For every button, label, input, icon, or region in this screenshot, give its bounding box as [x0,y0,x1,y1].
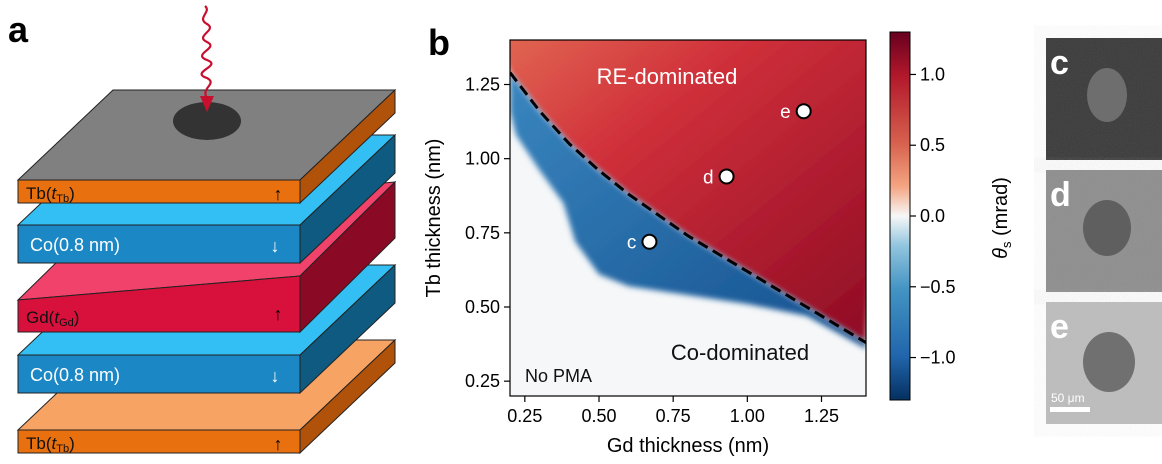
panel-c-letter: c [1050,44,1069,82]
panel-e-image: e 50 μm [1046,302,1162,424]
panel-a-letter: a [8,9,29,50]
layer-tb-top [16,88,397,205]
x-tick-label: 1.25 [804,406,839,426]
laser-pulse-icon [200,5,214,112]
sample-point-label: e [780,102,791,123]
colorbar-tick-label: −0.5 [920,277,956,297]
colorbar-tick-label: 0.5 [920,135,945,155]
panel-b-letter: b [428,22,450,63]
panel-a-layer-stack: a [8,5,397,455]
y-tick-label: 0.50 [465,297,500,317]
arrow-down-icon: ↓ [271,366,280,386]
sample-point-label: d [703,167,714,188]
panel-e-letter: e [1050,308,1069,346]
layer-label-co-upper: Co(0.8 nm) [30,235,120,255]
region-label-co: Co-dominated [671,340,809,365]
colorbar: 1.0 0.5 0.0 −0.5 −1.0 θs (mrad) [889,31,1014,401]
sample-point-e [795,103,812,120]
heatmap-area [510,40,866,396]
region-label-re: RE-dominated [597,64,738,89]
scale-bar-label: 50 μm [1051,391,1085,405]
x-tick-label: 0.50 [581,406,616,426]
arrow-up-icon: ↑ [274,184,283,204]
layer-label-gd: Gd(tGd) [26,308,79,329]
x-axis-label: Gd thickness (nm) [607,435,769,457]
x-axis-ticks: 0.25 0.50 0.75 1.00 1.25 [507,396,839,426]
panel-c-image: c [1046,38,1162,160]
domain-spot [1083,332,1135,392]
y-tick-label: 1.00 [465,149,500,169]
sample-point-label: c [627,233,637,254]
y-tick-label: 1.25 [465,75,500,95]
colorbar-label: θs (mrad) [990,177,1014,259]
co-dominated-region [510,72,866,349]
scale-bar [1050,407,1090,412]
panel-kerr-images: c d e 50 μm [1046,38,1162,424]
layer-label-co-lower: Co(0.8 nm) [30,365,120,385]
domain-spot [1087,68,1127,122]
y-axis-ticks: 0.25 0.50 0.75 1.00 1.25 [465,75,510,391]
y-axis-label: Tb thickness (nm) [423,139,445,298]
sample-point-d [718,168,735,185]
layer-label-tb-bottom: Tb(tTb) [26,434,75,455]
arrow-up-icon: ↑ [274,304,283,324]
domain-spot [1083,200,1131,256]
laser-spot [173,102,241,140]
y-tick-label: 0.75 [465,223,500,243]
colorbar-tick-label: −1.0 [920,348,956,368]
panel-d-image: d [1046,170,1162,292]
layer-label-tb-top: Tb(tTb) [26,184,75,205]
sample-points: c d e [627,102,812,254]
panel-b-heatmap: b 0.25 0.50 0.75 1.00 1.25 0.25 0.50 0.75 1.00 1… [423,22,1014,457]
colorbar-tick-label: 1.0 [920,64,945,84]
x-tick-label: 0.75 [656,406,691,426]
colorbar-tick-label: 0.0 [920,206,945,226]
sample-point-c [641,233,658,250]
region-label-no-pma: No PMA [525,366,592,386]
arrow-up-icon: ↑ [274,434,283,454]
boundary-curve [510,71,866,344]
x-tick-label: 0.25 [507,406,542,426]
y-tick-label: 0.25 [465,371,500,391]
x-tick-label: 1.00 [730,406,765,426]
layer-labels: Tb(tTb) ↑ Co(0.8 nm) ↓ Gd(tGd) ↑ Co(0.8 … [26,184,283,455]
re-dominated-region [510,40,866,343]
colorbar-gradient [889,31,911,401]
plot-frame [509,39,867,397]
arrow-down-icon: ↓ [271,236,280,256]
panel-d-letter: d [1050,176,1071,214]
